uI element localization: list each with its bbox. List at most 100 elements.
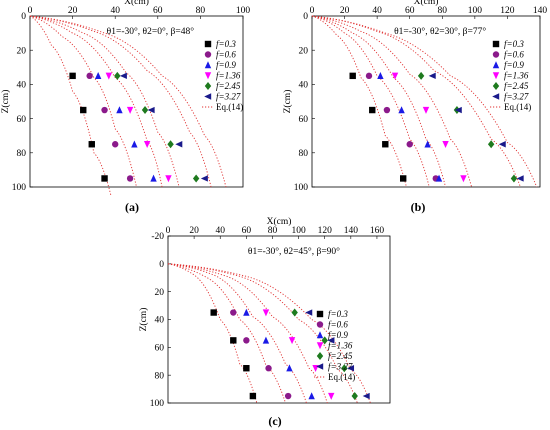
data-point: [147, 106, 155, 114]
data-point: [210, 309, 217, 316]
fit-curve-4: [311, 15, 473, 188]
legend-marker: [204, 93, 212, 100]
data-point: [487, 140, 495, 149]
data-point: [150, 174, 157, 182]
legend-label: f=0.9: [504, 60, 524, 70]
panel-annotation: θ1=-30°, θ2=0°, β=48°: [107, 26, 195, 37]
x-tick-label: 60: [242, 226, 252, 236]
legend-marker: [204, 40, 212, 48]
x-tick-label: 20: [340, 6, 350, 16]
y-tick-label: 80: [17, 149, 27, 159]
x-tick-label: 0: [28, 6, 33, 16]
chart-panel-b: 0 20 40 60 80 100 120 140 0 20 40 60 80 100 X(cm) Z(cm)…: [282, 0, 547, 214]
x-tick-label: 160: [370, 226, 385, 236]
x-tick-label: 120: [318, 226, 333, 236]
fit-curve-5: [311, 15, 521, 188]
data-point: [175, 141, 183, 148]
x-tick-label: 80: [268, 226, 278, 236]
panel-annotation: θ1=-30°, θ2=30°, β=77°: [394, 26, 486, 37]
y-axis-label: Z(cm): [282, 90, 293, 114]
data-point: [249, 392, 257, 400]
legend-label: f=2.45: [328, 351, 353, 361]
data-point: [398, 106, 405, 114]
data-point: [262, 309, 270, 317]
legend-label: f=0.3: [216, 39, 236, 49]
data-point: [116, 106, 123, 114]
y-tick-label: 100: [12, 183, 27, 193]
data-point: [230, 337, 237, 344]
y-tick-label: 60: [155, 344, 165, 354]
data-point: [341, 364, 348, 373]
data-point: [383, 106, 391, 114]
data-point: [365, 72, 373, 80]
plot-frame: [311, 15, 541, 188]
legend-marker: [204, 82, 212, 90]
y-tick-label: 0: [21, 12, 26, 22]
data-point: [347, 365, 355, 372]
legend-marker: [316, 310, 324, 318]
x-tick-label: 140: [533, 6, 548, 16]
data-point: [460, 175, 467, 183]
legend-marker: [316, 352, 324, 360]
chart-panel-c: 0 20 40 60 80 100 120 140 160-20020406080100X(cm…: [138, 216, 391, 428]
legend-marker: [492, 82, 500, 90]
legend-label: f=0.9: [328, 330, 348, 340]
x-tick-label: 20: [189, 226, 199, 236]
legend-label: f=0.6: [504, 50, 524, 60]
data-point: [131, 140, 138, 148]
data-point: [265, 365, 272, 372]
legend-marker: [316, 321, 324, 328]
data-point: [305, 309, 313, 316]
y-tick-label: 60: [299, 115, 309, 125]
panel-caption: (b): [411, 200, 426, 214]
y-tick-label: 100: [294, 183, 309, 193]
data-point: [308, 392, 315, 400]
legend-label: f=1.36: [504, 71, 529, 81]
legend-marker: [492, 40, 500, 48]
data-point: [80, 106, 87, 114]
x-tick-label: 40: [215, 226, 225, 236]
fit-curve-2: [311, 15, 430, 188]
y-tick-label: 0: [159, 260, 164, 270]
data-point: [327, 337, 335, 344]
x-tick-label: 100: [291, 226, 306, 236]
fit-curve-3: [167, 263, 307, 404]
x-tick-label: 0: [310, 6, 315, 16]
y-tick-label: -20: [151, 232, 164, 242]
data-point: [165, 175, 172, 183]
x-axis-label: X(cm): [124, 0, 149, 7]
y-tick-label: 60: [17, 115, 27, 125]
y-tick-label: 0: [303, 12, 308, 22]
legend-label: f=1.36: [328, 341, 353, 351]
data-point: [143, 141, 151, 149]
x-tick-label: 20: [68, 6, 78, 16]
data-point: [286, 364, 293, 372]
data-point: [86, 72, 93, 80]
panel-caption: (c): [268, 414, 281, 428]
legend-marker: [316, 331, 324, 339]
data-point: [424, 140, 431, 148]
data-point: [243, 337, 250, 344]
y-tick-label: 80: [299, 149, 309, 159]
data-point: [369, 106, 376, 114]
data-point: [382, 141, 389, 148]
data-point: [442, 141, 449, 149]
y-tick-label: 20: [299, 46, 309, 56]
x-tick-label: 40: [110, 6, 120, 16]
legend-marker: [316, 342, 324, 350]
x-tick-label: 60: [153, 6, 163, 16]
plot-frame: [167, 235, 391, 404]
legend-marker: [492, 72, 500, 80]
data-point: [400, 175, 407, 182]
data-point: [119, 72, 127, 80]
data-point: [88, 141, 95, 148]
y-tick-label: 100: [150, 399, 165, 409]
legend-label: f=1.36: [216, 71, 241, 81]
data-point: [114, 71, 121, 80]
data-point: [101, 175, 108, 182]
legend-marker: [492, 93, 500, 100]
data-point: [192, 174, 200, 183]
legend-label: f=0.3: [504, 39, 524, 49]
